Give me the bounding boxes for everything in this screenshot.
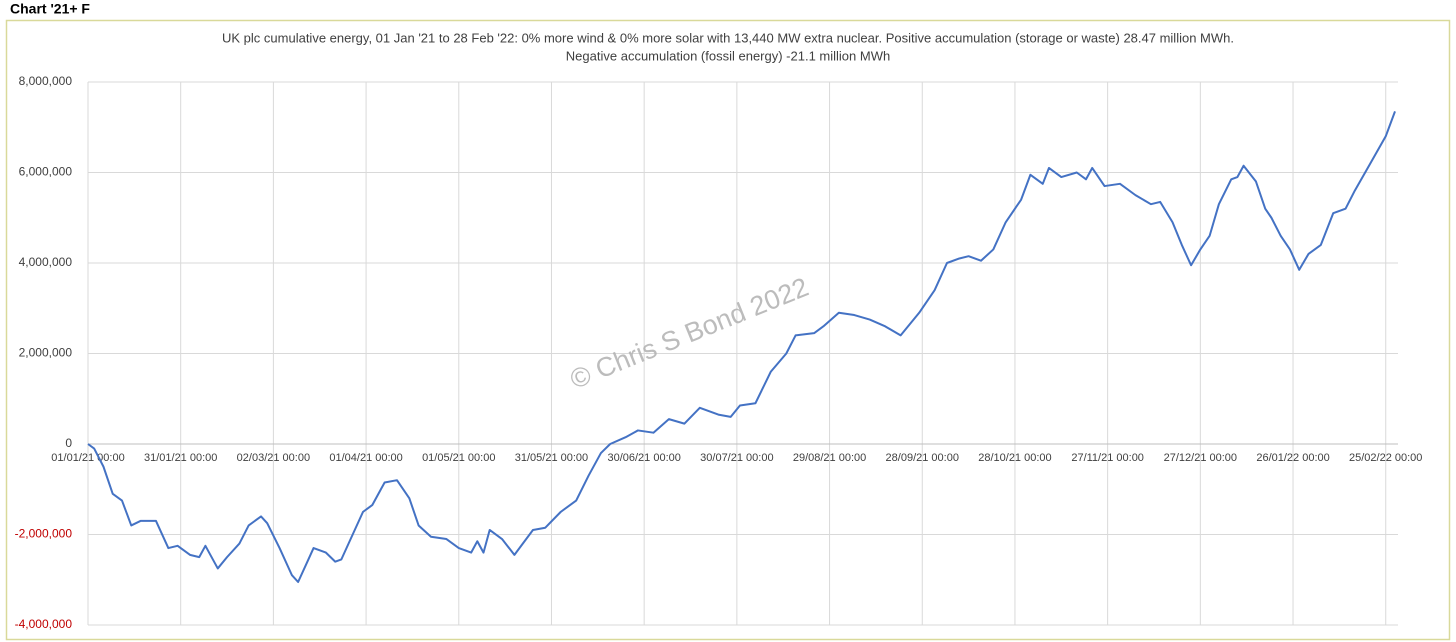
y-tick-label: 8,000,000: [19, 74, 73, 88]
y-tick-label: 0: [65, 436, 72, 450]
x-tick-label: 30/06/21 00:00: [607, 452, 680, 464]
x-tick-label: 28/10/21 00:00: [978, 452, 1051, 464]
x-tick-label: 01/04/21 00:00: [329, 452, 402, 464]
x-tick-label: 30/07/21 00:00: [700, 452, 773, 464]
chart-title: UK plc cumulative energy, 01 Jan '21 to …: [222, 30, 1234, 45]
x-tick-label: 25/02/22 00:00: [1349, 452, 1422, 464]
x-tick-label: 26/01/22 00:00: [1256, 452, 1329, 464]
y-tick-label: -2,000,000: [15, 527, 73, 541]
y-tick-label: 4,000,000: [19, 255, 73, 269]
header: Chart '21+ F: [10, 1, 90, 17]
chart-title: Negative accumulation (fossil energy) -2…: [566, 48, 890, 63]
x-tick-label: 27/12/21 00:00: [1164, 452, 1237, 464]
y-tick-label: 6,000,000: [19, 165, 73, 179]
x-tick-label: 27/11/21 00:00: [1071, 452, 1144, 464]
y-tick-label: -4,000,000: [15, 617, 73, 631]
y-tick-label: 2,000,000: [19, 346, 73, 360]
data-line: [87, 111, 1396, 584]
x-tick-label: 01/05/21 00:00: [422, 452, 495, 464]
x-tick-label: 02/03/21 00:00: [237, 452, 310, 464]
x-tick-label: 01/01/21 00:00: [51, 452, 124, 464]
x-tick-label: 31/01/21 00:00: [144, 452, 217, 464]
x-tick-label: 28/09/21 00:00: [886, 452, 959, 464]
x-tick-label: 29/08/21 00:00: [793, 452, 866, 464]
x-tick-label: 31/05/21 00:00: [515, 452, 588, 464]
chart-frame: [5, 19, 1451, 641]
